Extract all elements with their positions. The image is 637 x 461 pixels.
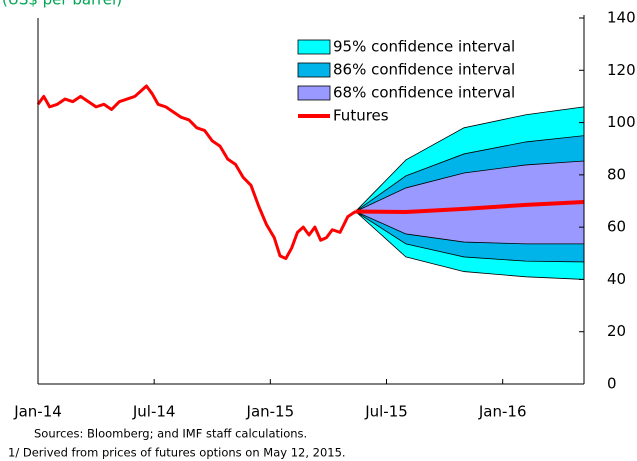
legend-swatch — [297, 62, 331, 78]
x-tick-label: Jul-14 — [132, 403, 176, 421]
series-line — [36, 84, 357, 261]
source-note: Sources: Bloomberg; and IMF staff calcul… — [34, 427, 307, 441]
y-tick-label: 0 — [607, 375, 617, 393]
footnote: 1/ Derived from prices of futures option… — [8, 446, 346, 460]
y-tick-label: 100 — [607, 113, 636, 131]
legend-label: 95% confidence interval — [333, 38, 515, 56]
legend-label: 68% confidence interval — [333, 84, 515, 102]
y-tick-label: 120 — [607, 61, 636, 79]
y-tick-label: 140 — [607, 9, 636, 27]
x-tick-label: Jan-15 — [246, 403, 295, 421]
chart-subtitle: (US$ per barrel) — [2, 0, 122, 9]
y-tick-label: 20 — [607, 322, 626, 340]
y-tick-label: 60 — [607, 218, 626, 236]
legend-swatch — [297, 85, 331, 101]
x-tick-label: Jul-15 — [364, 403, 408, 421]
legend-label: 86% confidence interval — [333, 61, 515, 79]
y-tick-label: 40 — [607, 270, 626, 288]
series-line — [355, 200, 585, 214]
x-tick-label: Jan-16 — [478, 403, 527, 421]
y-tick-label: 80 — [607, 165, 626, 183]
legend-label: Futures — [333, 107, 389, 125]
legend-swatch — [297, 39, 331, 55]
x-tick-label: Jan-14 — [13, 403, 62, 421]
